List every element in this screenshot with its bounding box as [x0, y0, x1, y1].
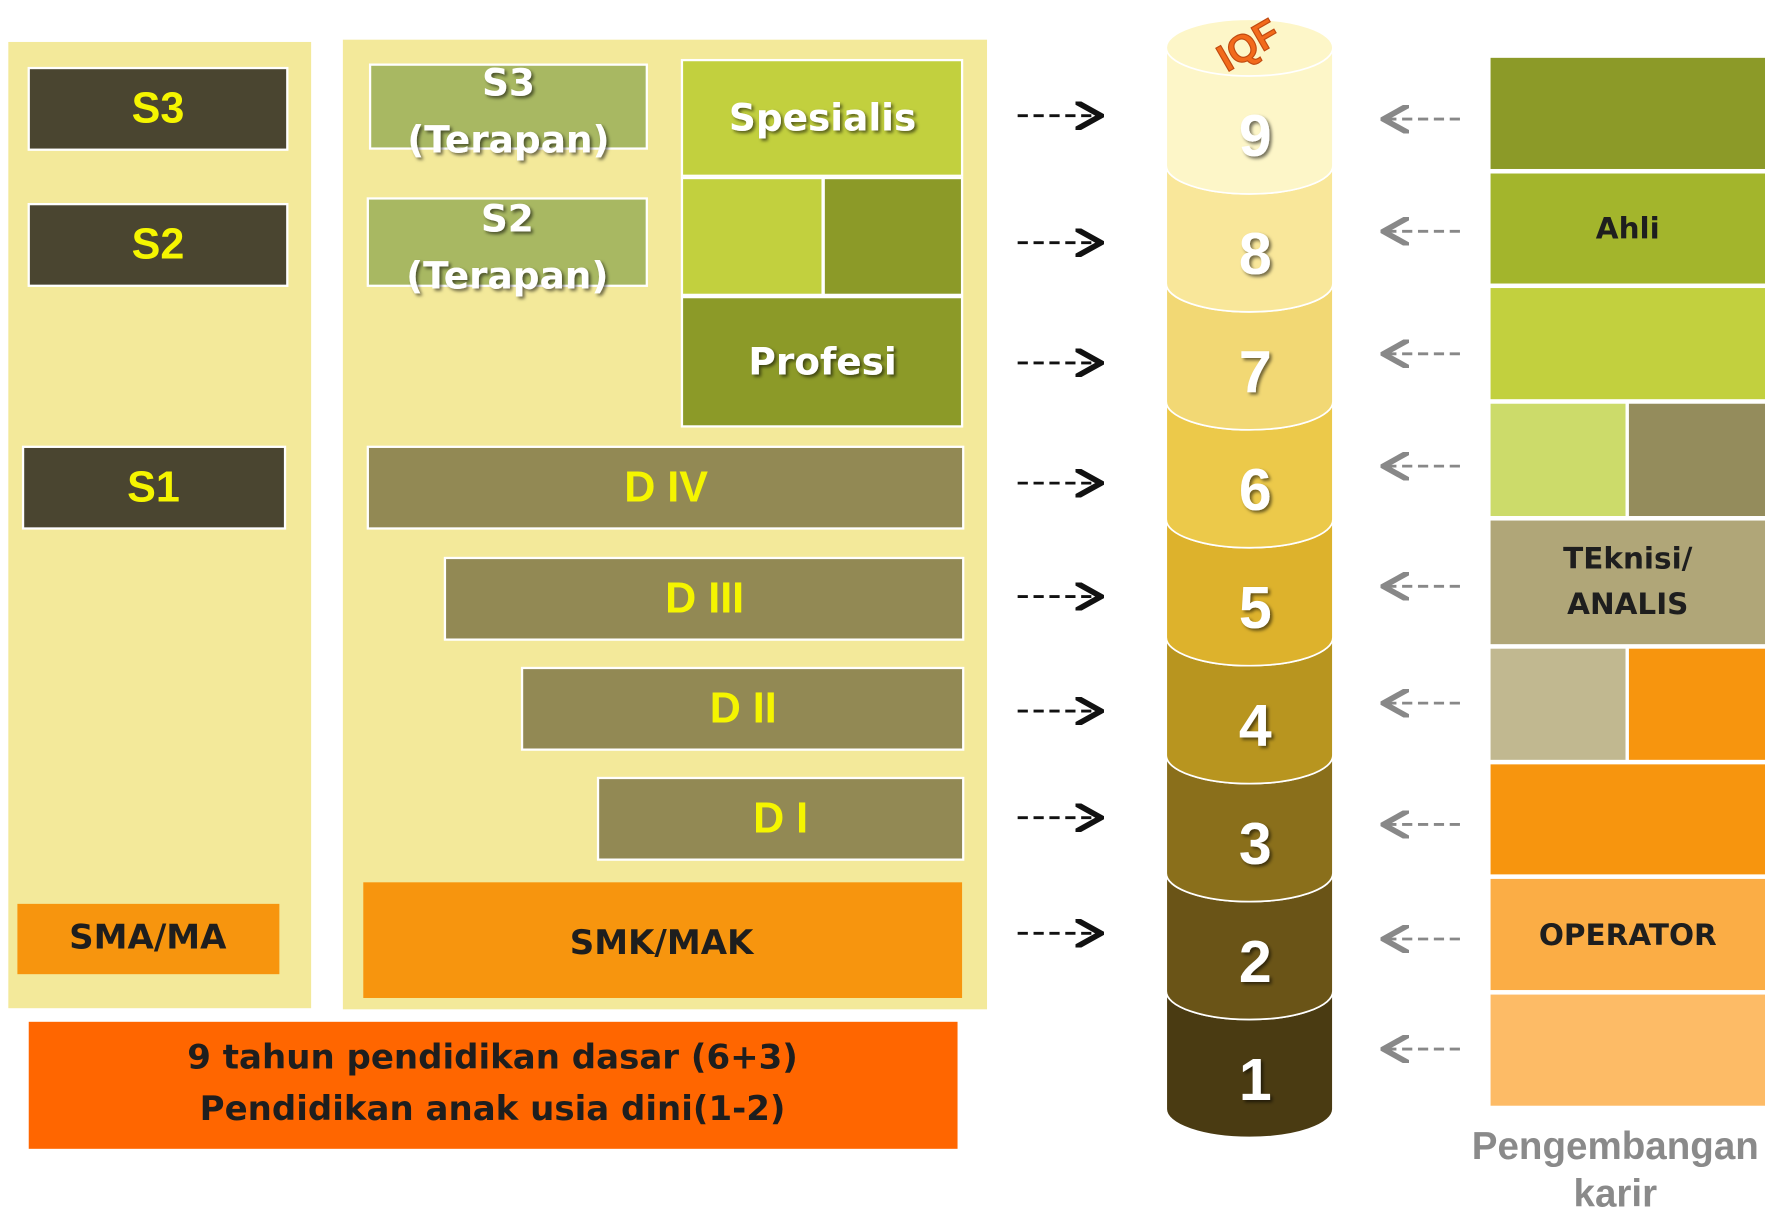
block — [682, 178, 823, 295]
iqf-level: 3 — [1239, 812, 1272, 877]
d3-label: D III — [665, 574, 744, 622]
career-block — [1489, 403, 1626, 518]
career-block — [1489, 763, 1766, 875]
iqf-level: 5 — [1239, 576, 1272, 641]
iqf-level: 2 — [1239, 930, 1272, 995]
d1-label: D I — [753, 794, 808, 842]
s3-applied-label: (Terapan) — [407, 117, 609, 161]
career-caption: karir — [1574, 1173, 1658, 1216]
career-label: Ahli — [1596, 212, 1660, 246]
s3-label: S3 — [132, 85, 185, 133]
career-block — [1489, 993, 1766, 1106]
iqf-level: 9 — [1239, 104, 1272, 169]
career-block — [1628, 648, 1766, 761]
basic-label: Pendidikan anak usia dini(1-2) — [200, 1089, 786, 1129]
career-label: OPERATOR — [1539, 918, 1717, 952]
sma-label: SMA/MA — [69, 918, 227, 958]
arrows-right — [1018, 116, 1099, 934]
d4-label: D IV — [624, 463, 708, 511]
career-block — [1489, 287, 1766, 400]
s2-applied-label: S2 — [481, 197, 534, 241]
profession-label: Profesi — [748, 340, 896, 384]
specialist-label: Spesialis — [729, 96, 916, 140]
s2-applied-label: (Terapan) — [406, 253, 608, 297]
iqf-level: 1 — [1239, 1048, 1272, 1113]
s3-applied-label: S3 — [482, 61, 535, 105]
iqf-level: 6 — [1239, 458, 1272, 523]
d2-label: D II — [710, 684, 777, 732]
career-block — [1489, 519, 1766, 645]
block — [824, 178, 962, 295]
iqf-level: 8 — [1239, 222, 1272, 287]
s2-label: S2 — [132, 221, 185, 269]
career-label: TEknisi/ — [1563, 542, 1693, 576]
career-block — [1489, 648, 1626, 761]
career-block — [1489, 57, 1766, 170]
arrows-left — [1386, 119, 1460, 1049]
s1-label: S1 — [127, 463, 180, 511]
career-label: ANALIS — [1567, 587, 1688, 621]
career-caption: Pengembangan — [1472, 1125, 1759, 1168]
basic-label: 9 tahun pendidikan dasar (6+3) — [187, 1038, 798, 1078]
iqf-level: 4 — [1239, 694, 1272, 759]
iqf-level: 7 — [1239, 340, 1272, 405]
career-block — [1628, 403, 1766, 518]
smk-label: SMK/MAK — [570, 923, 755, 963]
diagram: S3 S2 S1 SMA/MA S3 (Terapan) S2 (Terapan… — [0, 0, 1779, 1218]
